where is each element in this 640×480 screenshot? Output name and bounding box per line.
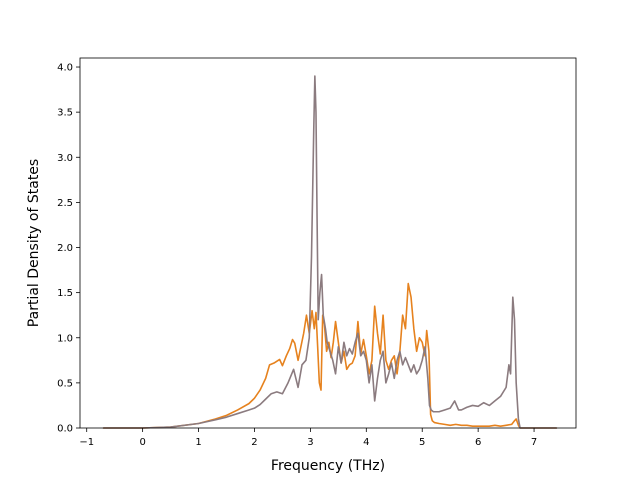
x-tick-label: 5 [419,437,425,448]
x-tick-label: 7 [531,437,537,448]
y-axis-label: Partial Density of States [26,159,42,327]
y-tick-label: 3.0 [57,153,73,164]
series-layer [102,75,558,429]
x-tick-label: 3 [307,437,313,448]
y-tick-label: 2.5 [57,198,73,209]
y-tick-label: 0.0 [57,424,73,435]
plot-background [80,58,576,428]
axes-frame [79,57,577,429]
y-tick-label: 2.0 [57,243,73,254]
y-tick-label: 3.5 [57,108,73,119]
x-tick-label: −1 [79,437,94,448]
y-tick-label: 4.0 [57,63,73,74]
y-tick-label: 1.5 [57,288,73,299]
x-tick-label: 4 [363,437,369,448]
y-tick-label: 1.0 [57,333,73,344]
series-line-2 [102,75,558,429]
x-ticks: −1 0 1 2 3 4 5 6 7 [79,428,537,448]
y-tick-label: 0.5 [57,378,73,389]
series-line-1 [102,282,558,429]
x-axis-label: Frequency (THz) [271,458,385,474]
x-tick-label: 0 [139,437,145,448]
x-tick-label: 1 [195,437,201,448]
y-ticks: 0.0 0.5 1.0 1.5 2.0 2.5 3.0 3.5 4.0 [57,63,80,435]
x-tick-label: 6 [475,437,481,448]
x-tick-label: 2 [251,437,257,448]
